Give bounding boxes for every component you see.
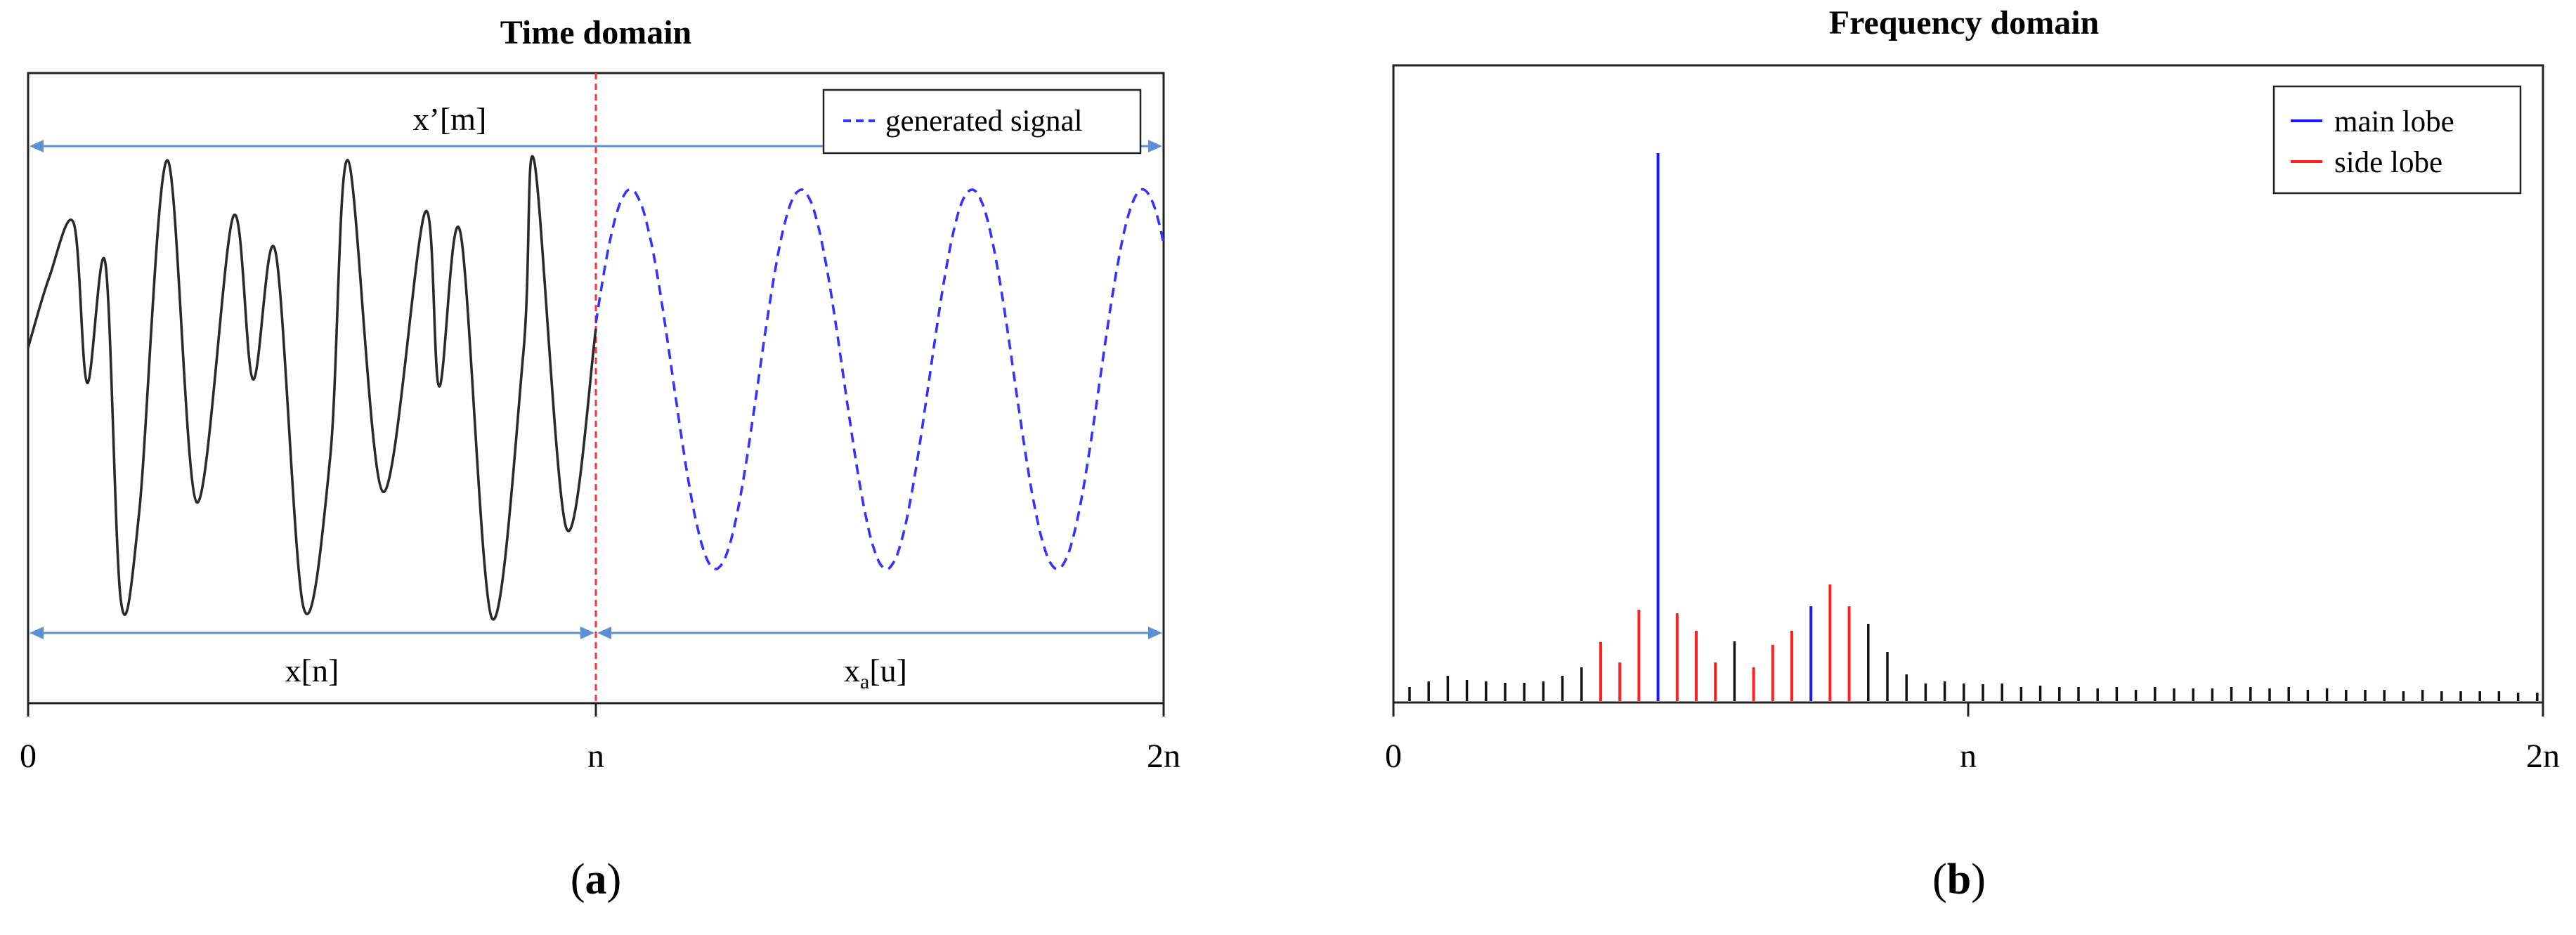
span-arrow-x-n [30, 627, 594, 639]
legend-label-generated-signal: generated signal [885, 105, 1083, 138]
legend-label-side-lobe: side lobe [2334, 146, 2442, 179]
legend-lobes: main lobe side lobe [2272, 85, 2522, 195]
legend-label-main-lobe: main lobe [2334, 105, 2454, 138]
panel-b-caption: (b) [1932, 856, 1986, 903]
panel-a-tick-0: 0 [20, 738, 37, 775]
panel-a-title: Time domain [500, 14, 691, 51]
original-signal-curve [27, 155, 597, 621]
panel-b: Frequency domain main lobe side lobe 0 n… [1385, 4, 2560, 903]
panel-a-tick-n: n [587, 738, 604, 775]
generated-signal-curve [594, 188, 1165, 571]
legend-generated-signal: generated signal [822, 89, 1142, 155]
span-label-x-a-u: xa[u] [844, 653, 907, 693]
span-arrow-x-a-u [597, 627, 1162, 639]
panel-a-x-ticks [27, 703, 1165, 717]
span-label-x-prime-m: x’[m] [413, 101, 487, 137]
spectrum-lines [1408, 153, 2539, 701]
span-label-x-n: x[n] [285, 653, 339, 688]
panel-a-caption: (a) [571, 856, 621, 903]
panel-b-tick-0: 0 [1385, 738, 1402, 775]
panel-a: Time domain x’[m] generated signal [20, 14, 1180, 903]
panel-b-tick-2n: 2n [2526, 738, 2560, 775]
panel-b-tick-n: n [1960, 738, 1977, 775]
panel-a-tick-2n: 2n [1147, 738, 1180, 775]
panel-b-title: Frequency domain [1829, 4, 2099, 41]
panel-b-x-ticks [1392, 702, 2544, 717]
panel-a-frame [27, 72, 1165, 705]
